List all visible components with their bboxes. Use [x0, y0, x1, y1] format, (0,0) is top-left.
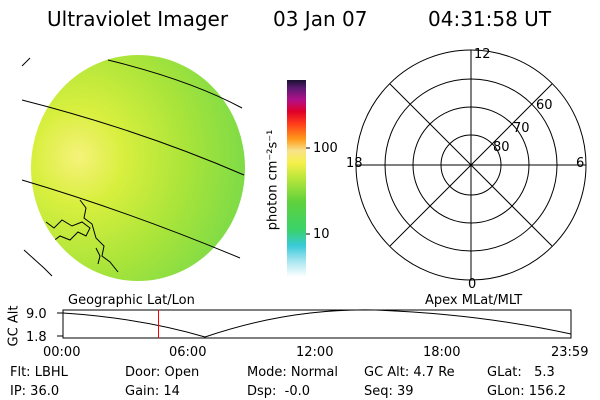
time-label: 04:31:58 UT	[428, 7, 552, 31]
colorbar-ticks	[306, 147, 310, 235]
status-ip: IP: 36.0	[10, 384, 60, 399]
altitude-curve	[62, 309, 572, 338]
status-gain: Gain: 14	[125, 384, 180, 399]
orbit-xtick: 18:00	[423, 345, 461, 360]
status-filter: Flt: LBHL	[10, 365, 68, 380]
left-panel-caption: Geographic Lat/Lon	[68, 293, 195, 308]
uv-image-disk	[31, 55, 245, 281]
status-glat: GLat: 5.3	[487, 365, 555, 380]
colorbar-tick-100: 100	[313, 141, 338, 156]
status-mode: Mode: Normal	[247, 365, 338, 380]
colorbar	[287, 80, 306, 277]
mlt-label-12: 12	[474, 47, 491, 62]
uv-image-panel	[21, 55, 245, 281]
geo-grid-line	[107, 59, 243, 109]
colorbar-label: photon cm⁻²s⁻¹	[265, 129, 281, 231]
mlt-label-0: 0	[468, 277, 477, 292]
orbit-ytick-high: 9.0	[26, 307, 47, 322]
geo-grid-line	[21, 57, 31, 67]
orbit-xtick: 00:00	[43, 345, 81, 360]
lat-label-80: 80	[493, 140, 510, 155]
coastline	[95, 247, 101, 265]
orbit-ylabel: GC Alt	[6, 305, 22, 347]
status-seq: Seq: 39	[364, 384, 414, 399]
mlt-label-18: 18	[346, 156, 363, 171]
instrument-title: Ultraviolet Imager	[47, 7, 229, 31]
orbit-plot	[57, 309, 572, 339]
lat-label-60: 60	[536, 98, 553, 113]
geo-grid-line	[23, 249, 53, 277]
status-door: Door: Open	[125, 365, 200, 380]
date-label: 03 Jan 07	[273, 7, 368, 31]
orbit-ytick-low: 1.8	[26, 330, 47, 345]
status-dsp: Dsp: -0.0	[247, 384, 311, 399]
coastline	[39, 249, 71, 277]
right-panel-caption: Apex MLat/MLT	[425, 293, 523, 308]
geo-grid-line	[21, 179, 241, 259]
orbit-xtick: 12:00	[296, 345, 334, 360]
orbit-xtick: 06:00	[169, 345, 207, 360]
status-glon: GLon: 156.2	[487, 384, 567, 399]
mlt-label-6: 6	[576, 156, 585, 171]
coastline	[79, 199, 119, 273]
polar-plot	[355, 49, 587, 281]
orbit-plot-frame	[62, 309, 572, 339]
geo-grid-line	[21, 99, 245, 176]
colorbar-tick-10: 10	[313, 227, 330, 242]
lat-label-70: 70	[513, 121, 530, 136]
status-gc-alt: GC Alt: 4.7 Re	[364, 365, 455, 380]
orbit-xtick: 23:59	[551, 345, 589, 360]
polar-axis-diagonal	[389, 83, 553, 247]
